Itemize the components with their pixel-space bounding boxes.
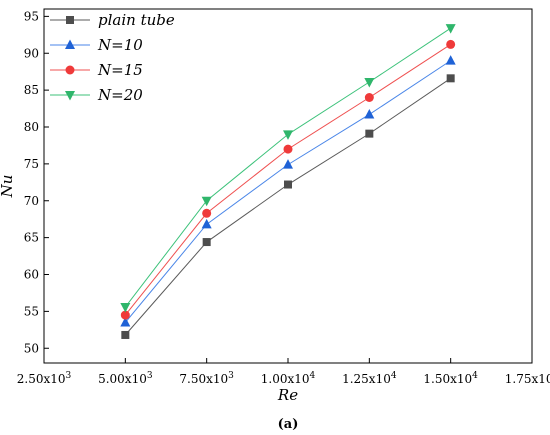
y-tick-label: 60: [24, 268, 39, 282]
y-tick-label: 75: [24, 157, 39, 171]
x-tick-label: 1.50x104: [423, 371, 478, 386]
data-point: [445, 24, 456, 34]
data-point: [283, 144, 293, 154]
x-tick-mantissa: 1.00x10: [261, 372, 310, 386]
x-axis-ticks: 2.50x103 5.00x103 7.50x103 1.00x104 1.25x104…: [17, 358, 550, 386]
data-point: [121, 330, 130, 339]
y-tick-label: 55: [24, 304, 39, 318]
data-point: [201, 218, 212, 229]
legend-label: N=15: [97, 61, 143, 79]
y-tick-label: 95: [24, 9, 39, 23]
series-line: [124, 60, 451, 323]
y-axis-ticks: 50 55 60 65 70 75 80 85 90 95: [24, 9, 49, 355]
data-point: [120, 310, 130, 320]
y-tick-label: 90: [24, 46, 39, 60]
x-tick-exponent: 4: [310, 371, 316, 381]
x-tick-label: 1.75x104: [505, 371, 550, 386]
figure-caption: (a): [278, 417, 299, 432]
y-tick-label: 50: [24, 341, 39, 355]
x-tick-mantissa: 1.25x10: [342, 372, 391, 386]
data-point: [446, 74, 455, 83]
legend-label: N=10: [97, 36, 143, 54]
x-tick-label: 5.00x103: [98, 371, 153, 386]
data-point: [364, 93, 374, 102]
x-axis-title: Re: [277, 386, 298, 404]
x-tick-exponent: 3: [66, 371, 72, 381]
data-point: [364, 78, 375, 88]
x-tick-label: 2.50x103: [17, 371, 72, 386]
x-tick-mantissa: 5.00x10: [98, 372, 147, 386]
data-point: [202, 208, 212, 218]
x-tick-mantissa: 7.50x10: [179, 372, 228, 386]
data-point: [201, 196, 212, 207]
x-tick-label: 7.50x103: [179, 371, 234, 386]
data-point: [446, 39, 456, 49]
legend-label: N=20: [97, 86, 143, 104]
data-point: [364, 108, 375, 119]
legend-marker: [66, 16, 74, 24]
x-tick-exponent: 3: [228, 371, 234, 381]
series-line: [124, 43, 451, 316]
y-tick-label: 80: [24, 120, 39, 134]
legend-label: plain tube: [98, 11, 175, 29]
data-point: [445, 55, 456, 65]
data-point: [283, 159, 293, 169]
y-axis-title: Nu: [0, 175, 16, 199]
data-point: [284, 180, 292, 189]
legend-marker: [65, 65, 75, 75]
data-point: [120, 316, 131, 327]
x-tick-exponent: 4: [391, 371, 397, 381]
x-tick-label: 1.00x104: [261, 371, 316, 386]
legend: plain tube N=10 N=15 N=20: [50, 11, 175, 104]
series-markers: [120, 24, 456, 339]
data-point: [283, 130, 293, 140]
legend-marker: [65, 39, 75, 49]
legend-marker: [65, 91, 75, 101]
x-tick-exponent: 4: [472, 371, 478, 381]
data-point: [365, 129, 374, 138]
data-point: [120, 302, 131, 313]
series-line: [124, 77, 451, 336]
x-tick-label: 1.25x104: [342, 371, 397, 386]
x-tick-mantissa: 1.75x10: [505, 372, 550, 386]
y-tick-label: 65: [24, 231, 39, 245]
x-tick-exponent: 3: [147, 371, 153, 381]
y-tick-label: 70: [24, 194, 39, 208]
x-tick-mantissa: 1.50x10: [423, 372, 472, 386]
data-point: [202, 238, 211, 247]
x-tick-mantissa: 2.50x10: [17, 372, 66, 386]
y-tick-label: 85: [24, 83, 39, 97]
